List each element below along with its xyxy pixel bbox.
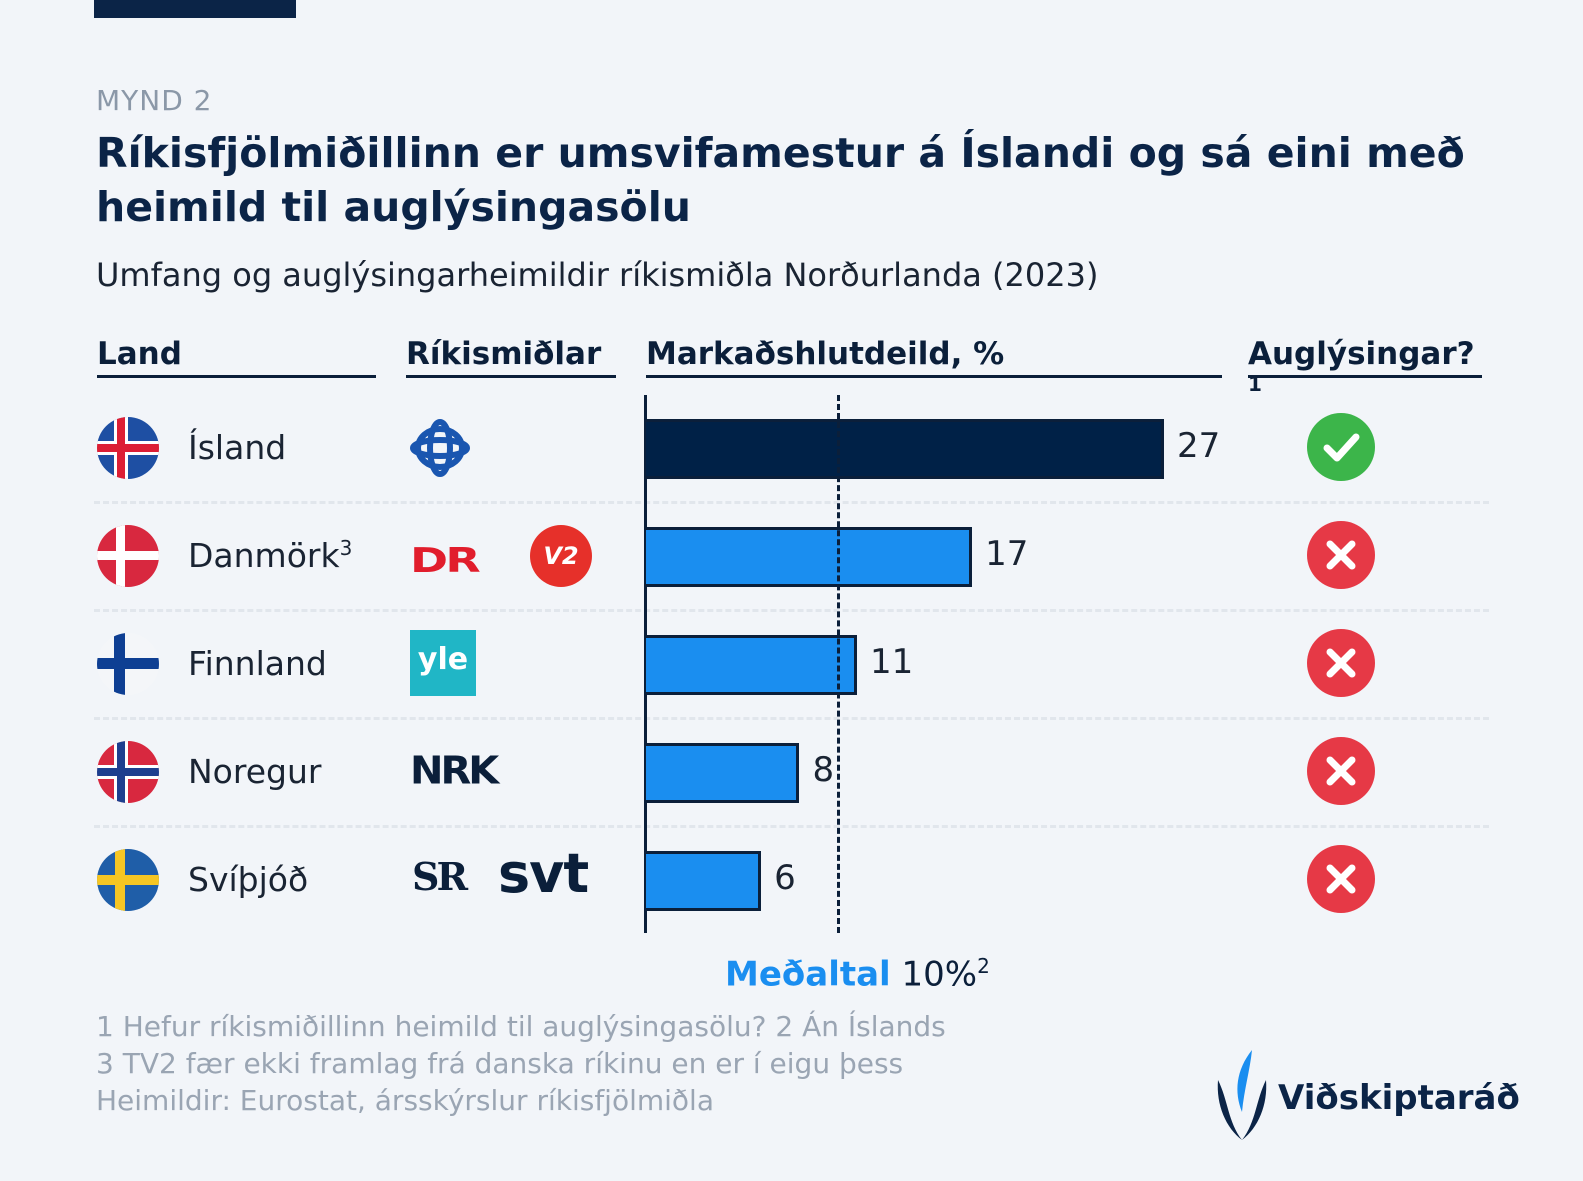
denmark-flag-icon	[97, 525, 159, 587]
brand-name: Viðskiptaráð	[1278, 1078, 1520, 1118]
svt-logo: svt	[498, 842, 589, 905]
source-note: Heimildir: Eurostat, ársskýrslur ríkisfj…	[96, 1084, 714, 1117]
average-footnote: 2	[977, 954, 990, 978]
bar-Finnland	[646, 635, 858, 695]
chart-subtitle: Umfang og auglýsingarheimildir ríkismiðl…	[96, 256, 1099, 294]
footnote-2: 3 TV2 fær ekki framlag frá danska ríkinu…	[96, 1047, 904, 1080]
yle-logo: yle	[410, 630, 476, 696]
row-separator	[94, 501, 1489, 504]
row-separator	[94, 825, 1489, 828]
country-footnote: 3	[339, 536, 353, 560]
vidskiptarad-logo-icon	[1214, 1050, 1270, 1146]
footnote-1: 1 Hefur ríkismiðillinn heimild til auglý…	[96, 1010, 946, 1043]
row-separator	[94, 717, 1489, 720]
country-label: Finnland	[188, 644, 327, 683]
country-label: Danmörk3	[188, 536, 353, 575]
bar-Ísland	[646, 419, 1164, 479]
bar-Danmörk	[646, 527, 973, 587]
average-value: 10%	[901, 954, 978, 995]
column-header-ads: Auglýsingar?1	[1248, 336, 1482, 396]
cross-icon	[1307, 629, 1375, 697]
bar-value-label: 11	[870, 642, 914, 682]
sweden-flag-icon	[97, 849, 159, 911]
bar-value-label: 6	[774, 858, 796, 898]
chart-title: Ríkisfjölmiðillinn er umsvifamestur á Ís…	[96, 129, 1465, 231]
bar-Svíþjóð	[646, 851, 762, 911]
average-label-text: Meðaltal	[725, 954, 891, 995]
cross-icon	[1307, 737, 1375, 805]
bar-value-label: 8	[812, 750, 835, 790]
column-header-share: Markaðshlutdeild, %	[646, 336, 1222, 378]
country-label: Ísland	[188, 428, 287, 467]
average-line	[836, 395, 840, 933]
country-label: Noregur	[188, 752, 322, 791]
ruv-logo-icon	[408, 417, 472, 483]
bar-value-label: 27	[1177, 426, 1221, 466]
row-separator	[94, 609, 1489, 612]
column-header-media: Ríkismiðlar	[406, 336, 616, 378]
ads-header-label: Auglýsingar?	[1248, 336, 1475, 372]
bar-Noregur	[646, 743, 800, 803]
top-accent-bar	[94, 0, 296, 18]
norway-flag-icon	[97, 741, 159, 803]
sr-logo: SR	[412, 854, 468, 899]
iceland-flag-icon	[97, 417, 159, 479]
finland-flag-icon	[97, 633, 159, 695]
nrk-logo: NRK	[410, 749, 499, 793]
ads-header-footnote: 1	[1248, 372, 1262, 396]
column-header-land: Land	[97, 336, 376, 378]
figure-label: MYND 2	[96, 84, 213, 117]
tv2-logo: V2	[530, 525, 592, 587]
chart-axis	[644, 395, 647, 933]
bar-value-label: 17	[985, 534, 1029, 574]
dr-logo: DR	[410, 541, 481, 581]
average-label: Meðaltal 10%2	[725, 954, 990, 994]
cross-icon	[1307, 521, 1375, 589]
cross-icon	[1307, 845, 1375, 913]
check-icon	[1307, 413, 1375, 481]
country-label: Svíþjóð	[188, 860, 309, 899]
